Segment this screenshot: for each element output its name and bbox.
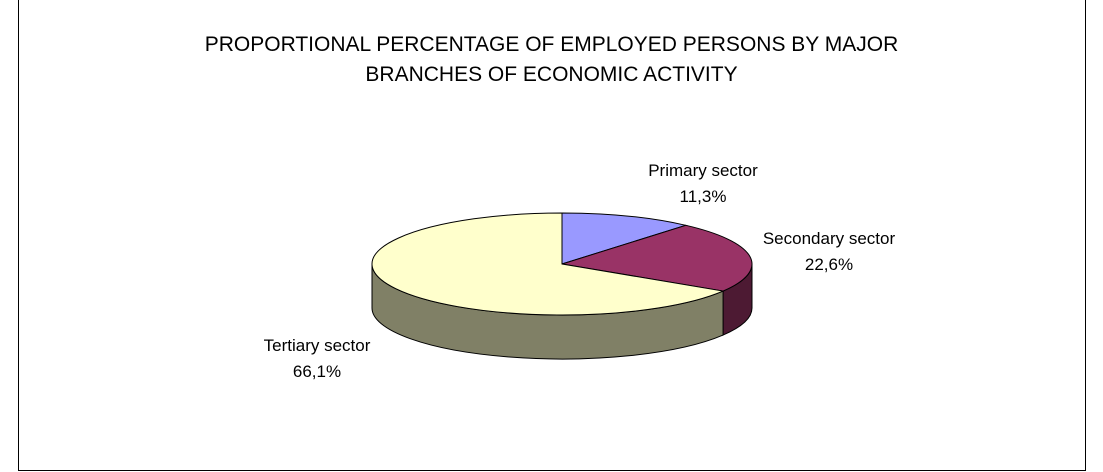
data-label-value-tertiary-sector: 66,1% <box>293 362 341 381</box>
chart-title-line-2: BRANCHES OF ECONOMIC ACTIVITY <box>365 63 738 86</box>
chart-title: PROPORTIONAL PERCENTAGE OF EMPLOYED PERS… <box>0 30 1103 90</box>
pie-slice-secondary-sector <box>561 224 753 292</box>
data-label-value-primary-sector: 11,3% <box>680 187 727 206</box>
chart-title-line-1: PROPORTIONAL PERCENTAGE OF EMPLOYED PERS… <box>204 33 899 56</box>
pie-data-labels: Primary sector 11,3% Secondary sector 22,6%… <box>264 161 896 381</box>
data-label-name-tertiary-sector: Tertiary sector <box>264 336 371 355</box>
pie-top-faces <box>371 212 753 316</box>
pie-slice-primary-sector <box>561 212 688 265</box>
data-label-name-secondary-sector: Secondary sector <box>763 229 896 248</box>
data-label-value-secondary-sector: 22,6% <box>805 255 853 274</box>
data-label-name-primary-sector: Primary sector <box>648 161 758 180</box>
pie-slice-tertiary-sector <box>371 212 725 316</box>
